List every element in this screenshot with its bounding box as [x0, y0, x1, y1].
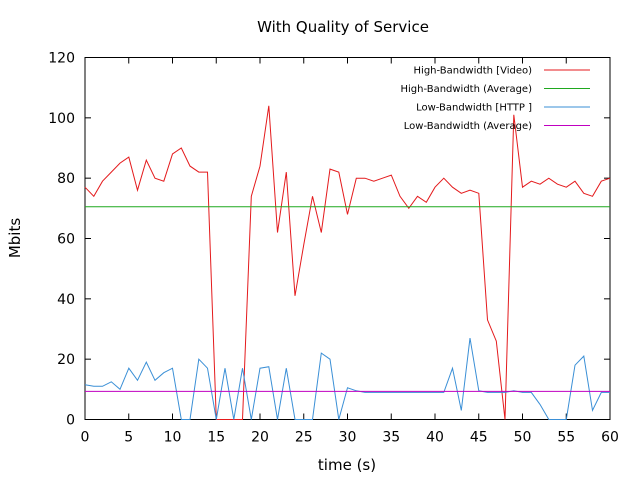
y-tick-label: 40	[57, 292, 75, 308]
y-axis-label: Mbits	[6, 218, 24, 259]
x-tick-label: 15	[207, 430, 225, 446]
series-line-1	[84, 105, 611, 420]
x-tick-label: 35	[382, 430, 400, 446]
y-tick-label: 20	[57, 352, 75, 368]
y-tick-label: 120	[48, 51, 75, 67]
y-tick-label: 100	[48, 111, 75, 127]
x-tick-label: 5	[124, 430, 133, 446]
x-axis-ticks: 0 5 10 15 20 25 30 35 40 45 50 55 60	[81, 57, 619, 446]
x-tick-label: 25	[295, 430, 313, 446]
legend-label: Low-Bandwidth (Average)	[404, 121, 532, 132]
series-line-3	[84, 338, 610, 420]
x-tick-label: 0	[81, 430, 90, 446]
x-tick-label: 55	[557, 430, 575, 446]
x-tick-label: 45	[470, 430, 488, 446]
y-tick-label: 60	[57, 232, 75, 248]
y-tick-label: 80	[57, 171, 75, 187]
legend-label: Low-Bandwidth [HTTP ]	[416, 103, 532, 114]
y-tick-label: 0	[66, 413, 75, 429]
y-axis-ticks: 0 20 40 60 80 100 120	[48, 51, 610, 429]
x-tick-label: 30	[339, 430, 357, 446]
chart-title: With Quality of Service	[257, 18, 429, 36]
series-lines	[84, 105, 611, 420]
x-tick-label: 20	[251, 430, 269, 446]
legend: High-Bandwidth [Video) High-Bandwidth (Av…	[400, 66, 590, 132]
x-axis-label: time (s)	[318, 456, 376, 474]
x-tick-label: 60	[601, 430, 619, 446]
x-tick-label: 50	[514, 430, 532, 446]
x-tick-label: 10	[164, 430, 182, 446]
legend-label: High-Bandwidth [Video)	[414, 66, 533, 77]
legend-label: High-Bandwidth (Average)	[400, 84, 532, 95]
x-tick-label: 40	[426, 430, 444, 446]
